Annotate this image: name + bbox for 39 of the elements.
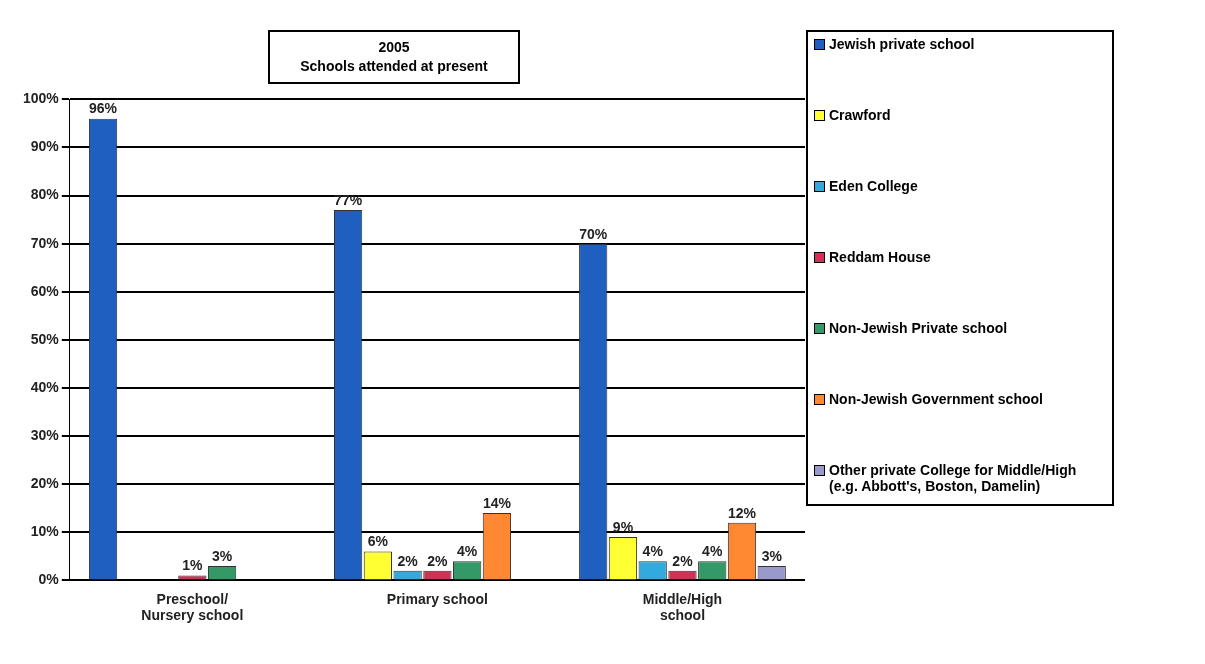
data-label: 77% [334,191,363,208]
legend-label: Eden College [829,178,918,194]
data-label: 14% [482,494,512,511]
legend-label: Jewish private school [829,36,975,52]
data-label: 96% [89,100,118,117]
legend-label: Reddam House [829,249,931,265]
data-label: 2% [427,552,449,569]
data-label: 70% [579,225,608,242]
data-label: 1% [182,557,204,574]
legend-label: Other private College for Middle/High (e.g. Abbott's, Boston, Damelin) [829,462,1078,494]
data-label: 4% [457,543,478,560]
y-tick-label: 90% [30,138,60,155]
y-tick-label: 50% [30,330,60,347]
data-label: 4% [702,543,723,560]
chart-title: 2005 [377,38,411,57]
y-tick-label: 60% [30,282,60,299]
data-label: 6% [367,533,389,550]
data-label: 9% [612,518,634,535]
chart-subtitle: Schools attended at present [299,56,489,76]
legend-label: Non-Jewish Private school [829,320,1008,336]
y-tick-label: 20% [30,475,60,492]
data-label: 3% [211,547,233,564]
x-tick-label: Preschool/ Nursery school [141,590,244,624]
y-tick-label: 100% [22,90,60,107]
y-tick-label: 70% [30,234,60,251]
data-label: 4% [642,543,664,560]
data-label: 12% [727,504,757,521]
x-tick-label: Primary school [386,590,488,607]
y-tick-label: 40% [30,378,60,395]
data-label: 2% [397,552,419,569]
data-label: 3% [761,547,783,564]
legend-label: Non-Jewish Government school [829,391,1043,407]
y-tick-label: 30% [30,426,60,443]
y-tick-label: 10% [30,523,60,540]
y-tick-label: 80% [30,186,60,203]
y-tick-label: 0% [38,571,60,588]
x-tick-label: Middle/High school [642,590,723,624]
data-label: 2% [672,552,694,569]
legend-label: Crawford [829,107,891,123]
